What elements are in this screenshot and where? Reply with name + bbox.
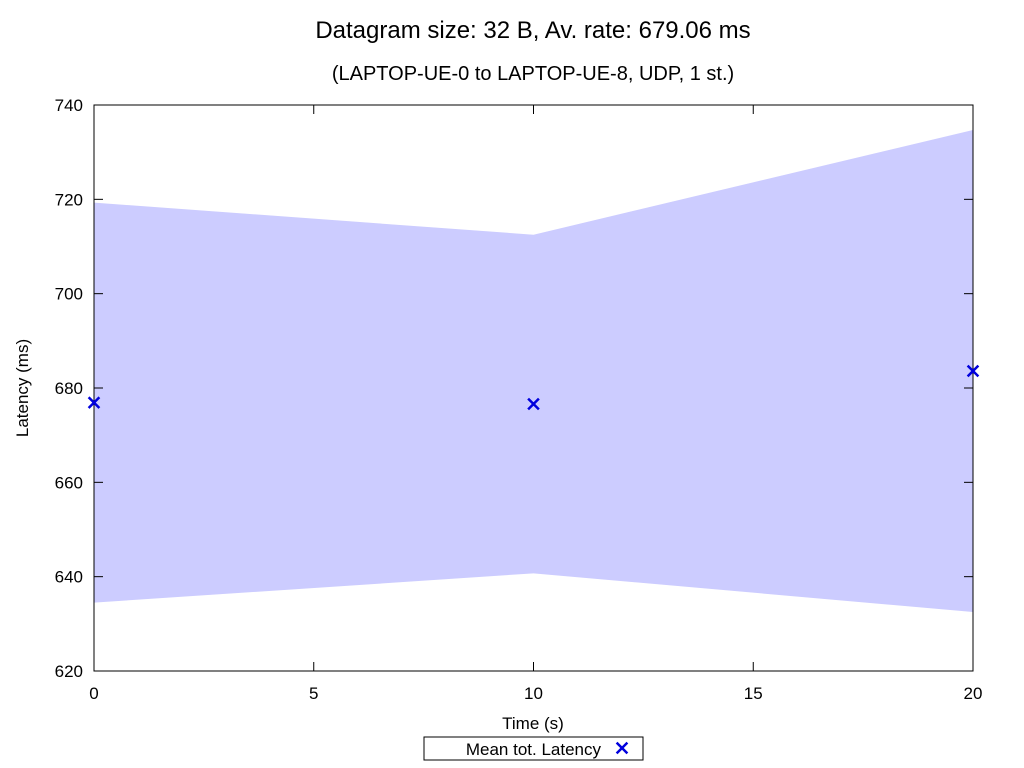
data-point-mean-latency: [966, 364, 980, 378]
legend-marker-x: [615, 741, 629, 755]
legend-label: Mean tot. Latency: [466, 740, 602, 759]
marker-stroke: [527, 397, 540, 411]
x-tick-label: 5: [309, 684, 318, 703]
y-tick-label: 640: [55, 568, 83, 587]
y-tick-label: 740: [55, 96, 83, 115]
confidence-band-layer: [94, 129, 973, 613]
data-point-mean-latency: [87, 396, 101, 409]
y-tick-label: 720: [55, 190, 83, 209]
x-tick-label: 0: [89, 684, 98, 703]
y-tick-label: 700: [55, 285, 83, 304]
confidence-band: [94, 129, 973, 613]
marker-stroke: [87, 396, 101, 409]
x-tick-label: 20: [964, 684, 983, 703]
x-tick-label: 15: [744, 684, 763, 703]
y-tick-label: 680: [55, 379, 83, 398]
marker-stroke: [966, 364, 980, 378]
chart-subtitle: (LAPTOP-UE-0 to LAPTOP-UE-8, UDP, 1 st.): [332, 63, 734, 85]
y-tick-label: 620: [55, 662, 83, 681]
x-tick-label: 10: [524, 684, 543, 703]
data-point-mean-latency: [527, 397, 540, 411]
chart-title: Datagram size: 32 B, Av. rate: 679.06 ms: [315, 17, 750, 44]
legend-marker-icon: [615, 741, 629, 755]
y-tick-label: 660: [55, 473, 83, 492]
marker-stroke: [615, 741, 629, 755]
data-points-layer: [87, 364, 980, 411]
y-axis-label: Latency (ms): [13, 339, 32, 437]
plot-frame: [93, 104, 974, 672]
axis-ticks-layer: 0 5 10 15 20 620 640 660 680 700 720 740: [55, 96, 983, 703]
legend-box: [423, 736, 644, 761]
x-axis-label: Time (s): [502, 714, 564, 733]
legend: Mean tot. Latency: [423, 736, 644, 761]
